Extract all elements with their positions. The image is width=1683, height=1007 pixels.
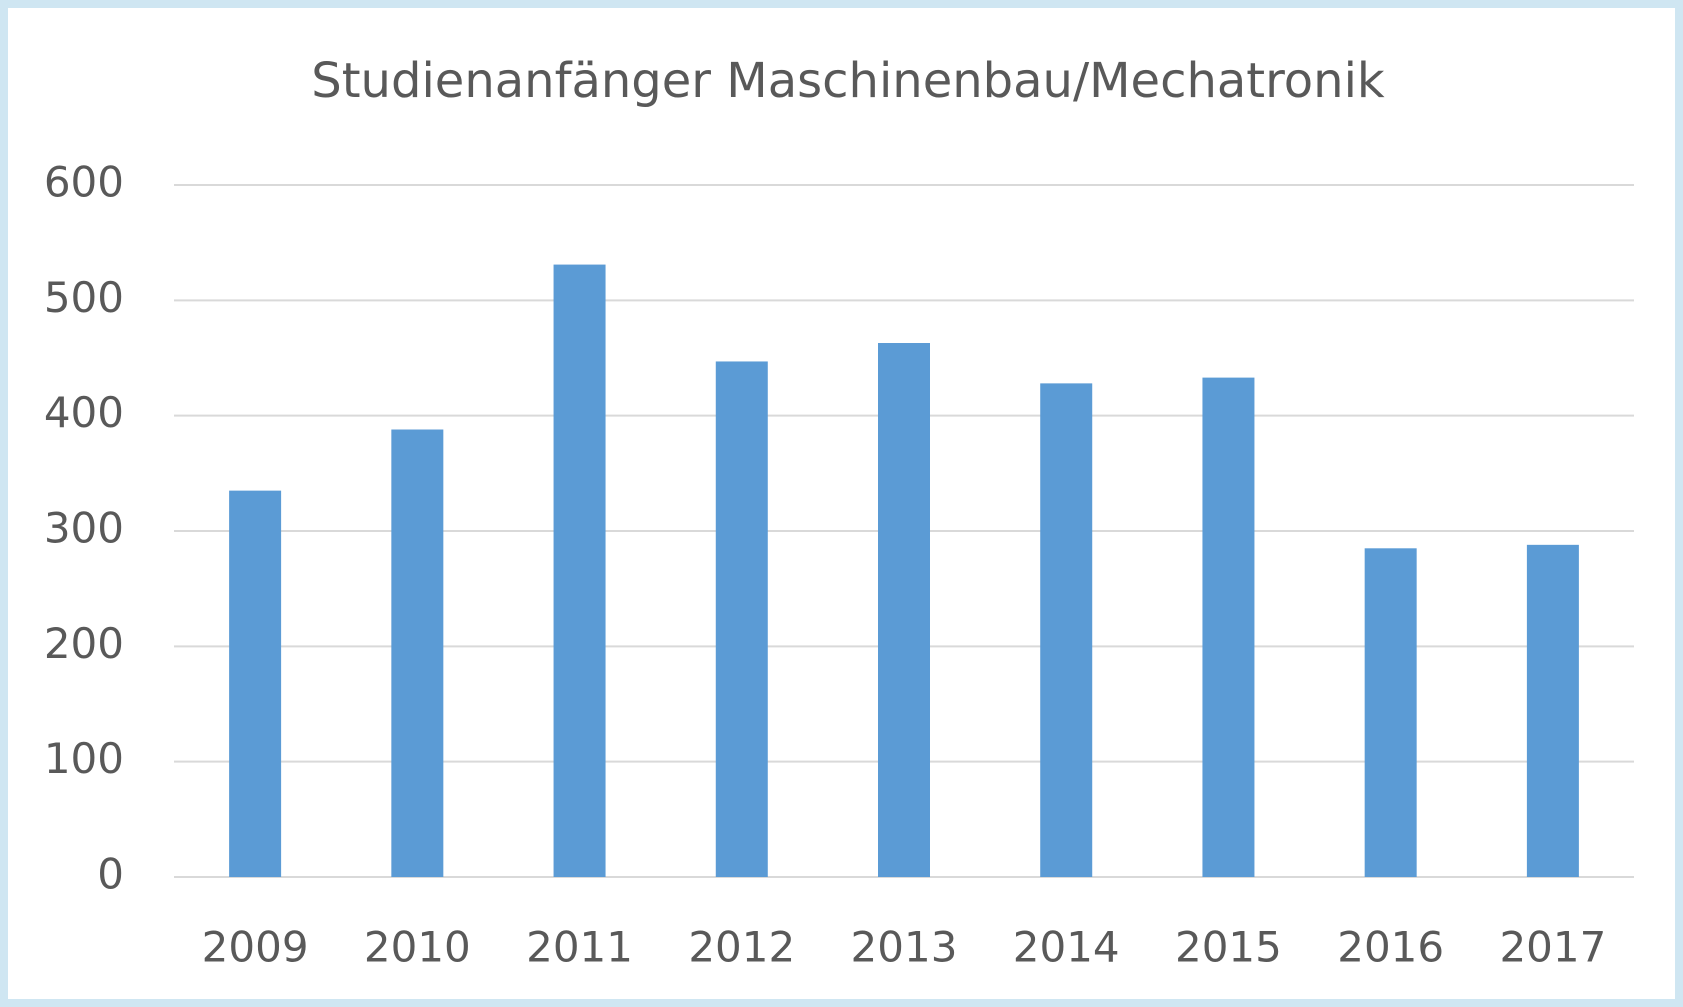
y-tick-label: 300 bbox=[44, 504, 124, 553]
y-tick-label: 100 bbox=[44, 734, 124, 783]
x-tick-label: 2015 bbox=[1175, 923, 1282, 972]
bar bbox=[1202, 377, 1255, 877]
bar bbox=[229, 490, 282, 877]
y-tick-label: 0 bbox=[97, 850, 124, 899]
x-tick-label: 2016 bbox=[1337, 923, 1444, 972]
bar bbox=[1040, 383, 1093, 877]
bar bbox=[878, 343, 930, 877]
x-tick-label: 2013 bbox=[851, 923, 958, 972]
x-tick-label: 2010 bbox=[364, 923, 471, 972]
y-tick-label: 400 bbox=[44, 388, 124, 437]
bar bbox=[1526, 544, 1579, 877]
x-tick-label: 2011 bbox=[526, 923, 633, 972]
bar bbox=[1364, 548, 1417, 877]
y-tick-label: 600 bbox=[44, 158, 124, 207]
y-tick-label: 500 bbox=[44, 273, 124, 322]
x-tick-label: 2017 bbox=[1499, 923, 1606, 972]
y-tick-label: 200 bbox=[44, 619, 124, 668]
x-tick-label: 2009 bbox=[202, 923, 309, 972]
bar bbox=[553, 264, 606, 878]
x-tick-label: 2012 bbox=[688, 923, 795, 972]
bar bbox=[715, 361, 768, 878]
x-tick-label: 2014 bbox=[1013, 923, 1120, 972]
chart-title: Studienanfänger Maschinenbau/Mechatronik bbox=[311, 53, 1385, 109]
bar bbox=[391, 429, 444, 877]
